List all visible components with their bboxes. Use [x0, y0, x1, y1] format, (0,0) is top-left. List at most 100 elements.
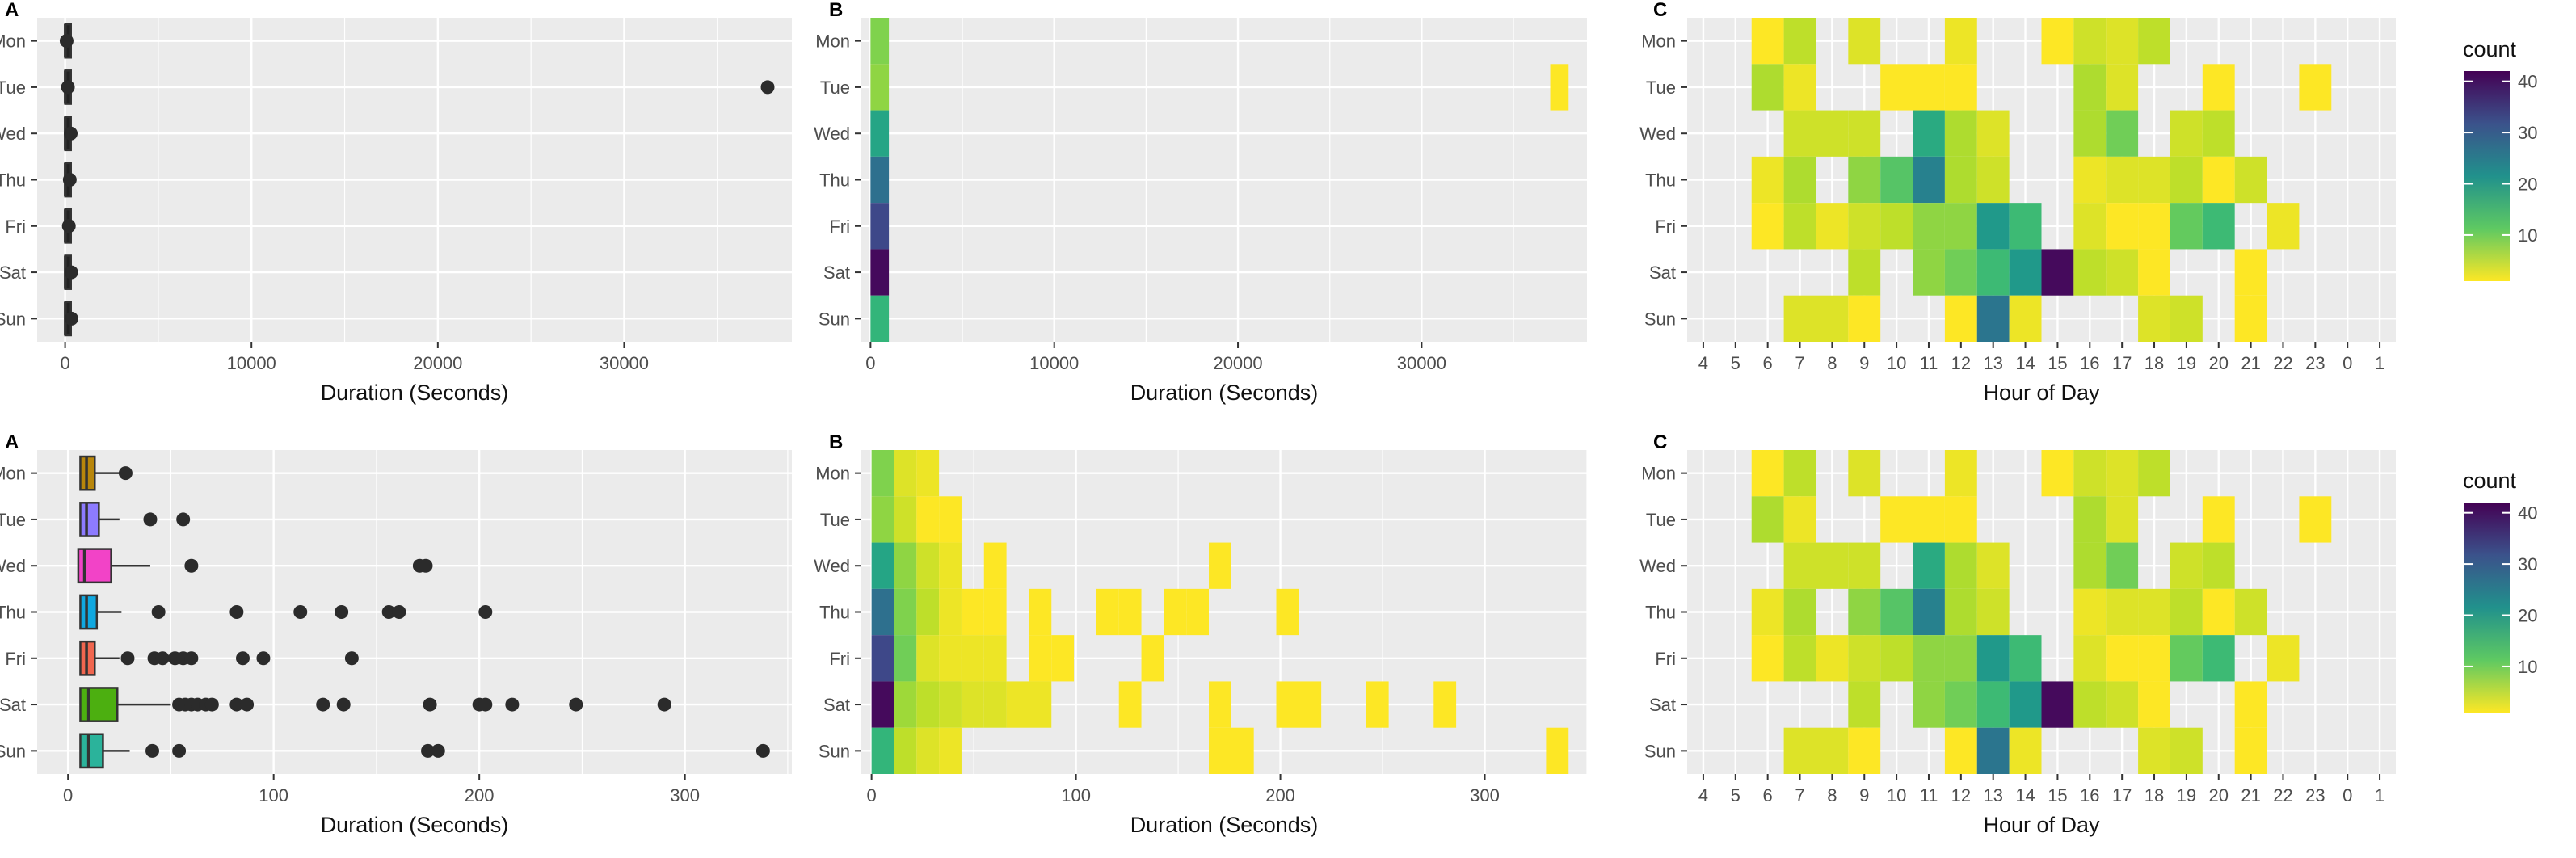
heatmap-cell — [871, 681, 894, 728]
heatmap-cell — [939, 588, 962, 636]
heatmap-cell — [1913, 588, 1945, 636]
heatmap-cell — [2138, 203, 2170, 250]
heatmap-cell — [1751, 156, 1784, 204]
heatmap-cell — [2234, 727, 2267, 774]
heatmap-cell — [2299, 496, 2332, 543]
heatmap-cell — [1944, 450, 1977, 497]
heatmap-cell — [1913, 203, 1945, 250]
heatmap-cell — [2073, 18, 2107, 65]
heatmap-cell — [2138, 295, 2170, 342]
heatmap-cell — [2170, 295, 2203, 342]
x-tick-label-hour: 12 — [1951, 353, 1971, 373]
heatmap-cell — [939, 681, 962, 728]
y-tick-label-mon: Mon — [0, 32, 26, 52]
heatmap-cell — [1164, 588, 1187, 636]
heatmap-cell — [916, 681, 940, 728]
box-sat — [79, 687, 119, 722]
heatmap-cell — [1976, 295, 2010, 342]
heatmap-cell — [1783, 156, 1816, 204]
x-axis-title: Duration (Seconds) — [1130, 381, 1319, 405]
y-tick-label-fri: Fri — [829, 217, 850, 237]
heatmap-cell — [983, 635, 1007, 682]
heatmap-cell — [1816, 295, 1849, 342]
heatmap-cell — [1029, 588, 1052, 636]
heatmap-cell — [1913, 496, 1945, 543]
box-sun — [79, 733, 104, 769]
x-tick-label: 100 — [1061, 785, 1091, 805]
outlier-point — [64, 126, 78, 141]
heatmap-cell — [916, 727, 940, 774]
heatmap-cell — [2202, 542, 2235, 589]
x-tick-label-hour: 9 — [1859, 785, 1869, 805]
heatmap-cell — [1816, 542, 1849, 589]
heatmap-cell — [2202, 496, 2235, 543]
heatmap-cell — [2138, 18, 2170, 65]
y-tick-label-thu: Thu — [819, 170, 850, 191]
x-tick-label-hour: 9 — [1859, 353, 1869, 373]
heatmap-cell — [1783, 203, 1816, 250]
x-tick-label-hour: 4 — [1698, 785, 1708, 805]
heatmap-cell — [1848, 295, 1881, 342]
heatmap-cell — [2041, 249, 2074, 296]
heatmap-cell — [1783, 110, 1816, 157]
heatmap-cell — [2170, 542, 2203, 589]
heatmap-cell — [1848, 542, 1881, 589]
heatmap-cell — [2073, 588, 2107, 636]
y-tick-label-tue: Tue — [820, 78, 850, 98]
panel-tag-c: C — [1653, 431, 1667, 453]
colorbar-tick-label: 20 — [2518, 606, 2537, 626]
heatmap-cell — [1433, 681, 1457, 728]
x-tick-label: 0 — [60, 353, 69, 373]
y-tick-label-mon: Mon — [815, 464, 850, 484]
heatmap-cell — [961, 635, 984, 682]
heatmap-cell — [2138, 635, 2170, 682]
outlier-point — [229, 605, 244, 619]
colorbar-tick-label: 10 — [2518, 657, 2537, 677]
heatmap-cell — [1051, 635, 1075, 682]
y-tick-label-fri: Fri — [5, 649, 26, 669]
heatmap-cell — [1848, 635, 1881, 682]
x-tick-label-hour: 18 — [2145, 785, 2164, 805]
y-tick-label-tue: Tue — [1646, 78, 1676, 98]
outlier-point — [143, 512, 158, 527]
heatmap-cell — [2202, 588, 2235, 636]
heatmap-cell — [1096, 588, 1119, 636]
outlier-point — [184, 651, 199, 666]
heatmap-cell — [1913, 681, 1945, 728]
heatmap-cell — [939, 496, 962, 543]
x-tick-label: 0 — [867, 785, 877, 805]
heatmap-cell — [1783, 64, 1816, 111]
heatmap-cell — [871, 450, 894, 497]
colorbar — [2464, 503, 2510, 713]
heatmap-cell — [2202, 64, 2235, 111]
heatmap-cell — [2138, 156, 2170, 204]
outlier-point — [61, 219, 76, 233]
x-tick-label-hour: 8 — [1827, 353, 1837, 373]
box-thu — [79, 594, 99, 630]
x-tick-label-hour: 0 — [2342, 785, 2352, 805]
heatmap-cell — [1366, 681, 1389, 728]
heatmap-cell — [1186, 588, 1210, 636]
outlier-point — [204, 697, 219, 712]
outlier-point — [59, 34, 74, 48]
heatmap-cell — [961, 681, 984, 728]
x-tick-label-hour: 21 — [2241, 353, 2260, 373]
heatmap-cell — [1848, 249, 1881, 296]
outlier-point — [184, 558, 199, 573]
heatmap-cell — [2041, 450, 2074, 497]
heatmap-cell — [2106, 203, 2139, 250]
heatmap-cell — [1848, 681, 1881, 728]
y-tick-label-wed: Wed — [814, 556, 850, 576]
y-tick-label-fri: Fri — [829, 649, 850, 669]
outlier-point — [336, 697, 351, 712]
y-tick-label-tue: Tue — [820, 510, 850, 530]
y-tick-label-sat: Sat — [823, 695, 850, 715]
heatmap-cell — [1209, 727, 1231, 774]
heatmap-cell — [1751, 64, 1784, 111]
heatmap-cell — [1751, 18, 1784, 65]
x-tick-label-hour: 6 — [1763, 353, 1773, 373]
heatmap-cell — [1944, 295, 1977, 342]
heatmap-cell — [1848, 156, 1881, 204]
heatmap-cell — [1231, 727, 1254, 774]
x-axis-title: Hour of Day — [1983, 813, 2100, 837]
